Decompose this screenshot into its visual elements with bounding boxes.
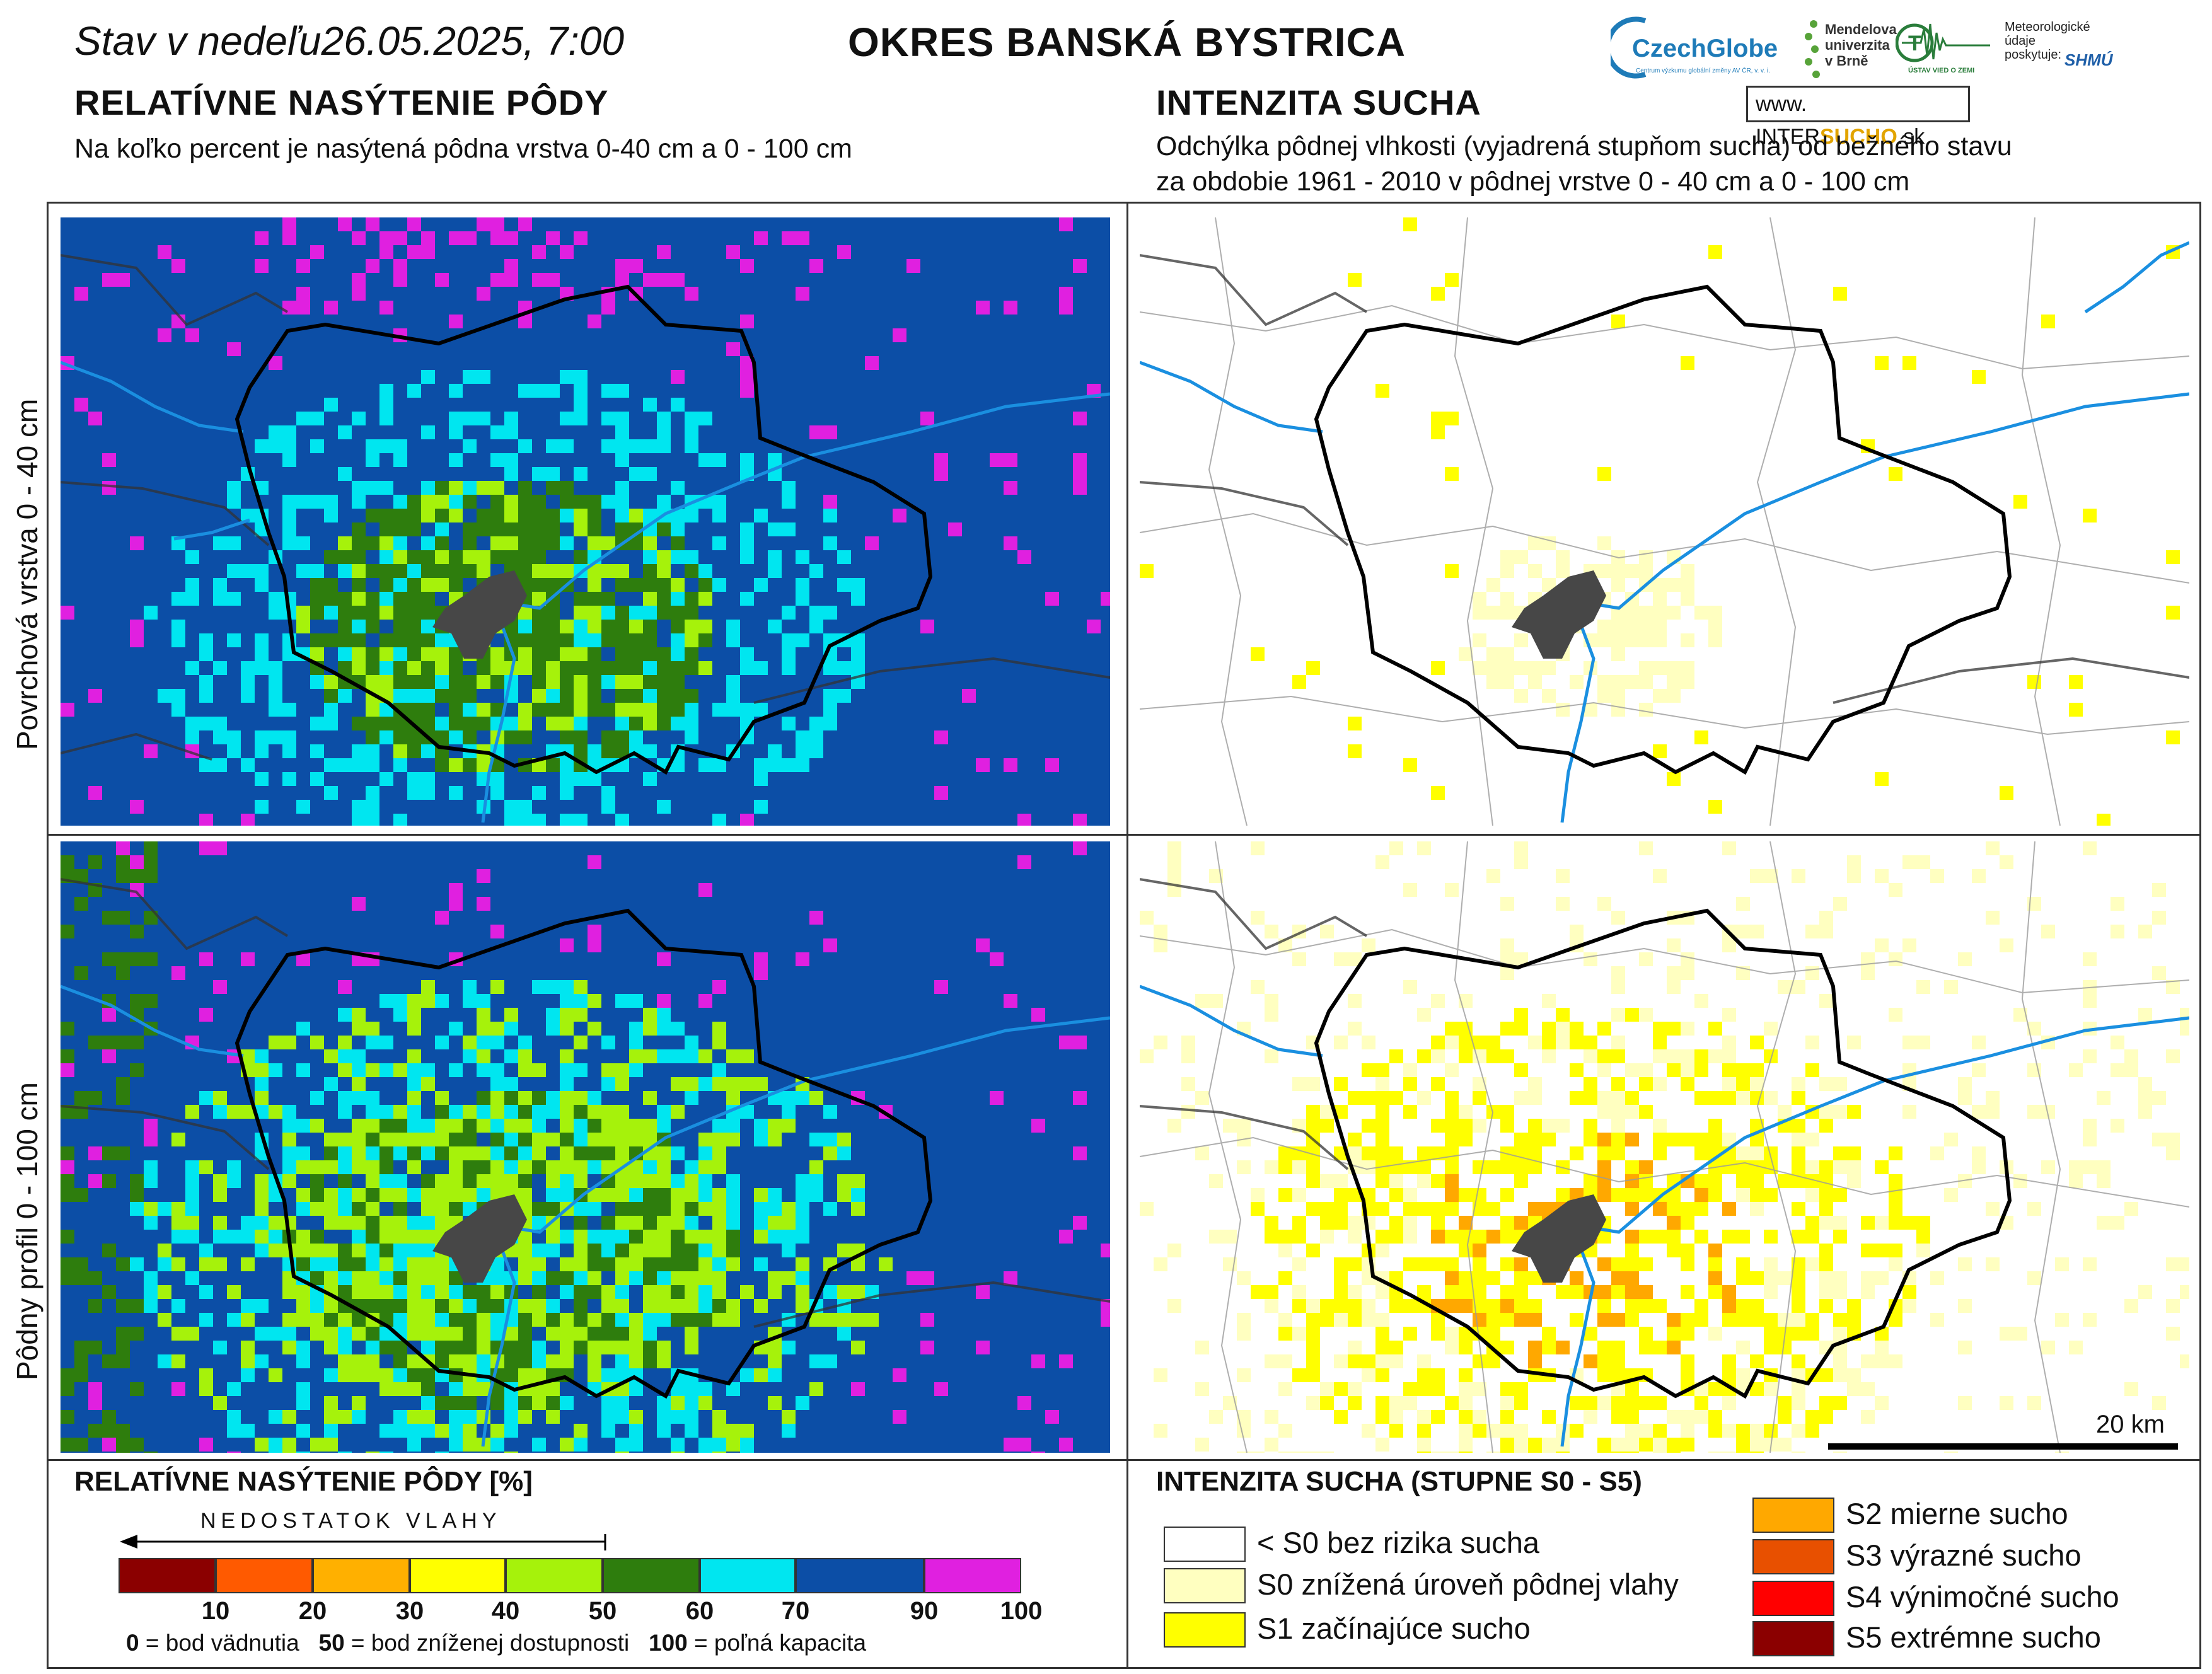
saturation-swatch-1 [216, 1558, 313, 1593]
drought-swatch-2 [1164, 1612, 1246, 1648]
uvz-logo: T ÚSTAV VIED O ZEMI [1895, 18, 1996, 87]
drought-swatch-6 [1752, 1621, 1834, 1656]
saturation-tick-20: 20 [298, 1597, 327, 1625]
drought-swatch-4 [1752, 1539, 1834, 1574]
drought-label-5: S4 výnimočné sucho [1846, 1580, 2119, 1613]
saturation-swatch-4 [506, 1558, 603, 1593]
drought-swatch-0 [1164, 1527, 1246, 1562]
meteo-provider-text: Meteorologické údaje poskytuje: [2005, 20, 2090, 62]
mendel-dots-icon [1805, 20, 1820, 78]
seismograph-icon: T [1895, 23, 1990, 62]
map-drought-profile [1140, 841, 2189, 1453]
scale-label: 20 km [2096, 1411, 2165, 1438]
drought-profile-svg [1140, 841, 2189, 1453]
saturation-tick-50: 50 [588, 1597, 617, 1625]
drought-label-0: < S0 bez rizika sucha [1257, 1526, 1540, 1559]
drought-label-4: S3 výrazné sucho [1846, 1538, 2082, 1572]
frame-divider-horizontal-2 [49, 1459, 2199, 1461]
map-grid-frame [47, 202, 2201, 1669]
left-section-subtitle: Na koľko percent je nasýtená pôdna vrstv… [74, 134, 852, 164]
drought-swatch-5 [1752, 1581, 1834, 1616]
drought-swatch-3 [1752, 1498, 1834, 1533]
row-label-top: Povrchová vrstva 0 - 40 cm [11, 398, 43, 750]
saturation-swatch-2 [313, 1558, 410, 1593]
map-saturation-topsoil [61, 217, 1110, 826]
saturation-profile-svg [61, 841, 1110, 1453]
svg-text:T: T [1908, 32, 1921, 55]
deficit-arrow-label: NEDOSTATOK VLAHY [200, 1509, 502, 1533]
right-section-subtitle-2: za obdobie 1961 - 2010 v pôdnej vrstve 0… [1156, 166, 1910, 197]
saturation-swatch-8 [924, 1558, 1021, 1593]
drought-label-1: S0 znížená úroveň pôdnej vlahy [1257, 1567, 1679, 1601]
shmu-logo: SHMÚ [2064, 50, 2113, 69]
date-heading: Stav v nedeľu26.05.2025, 7:00 [74, 18, 625, 64]
partner-logos: CzechGlobe Centrum výzkumu globální změn… [1611, 11, 2128, 149]
czechglobe-arc-icon [1611, 16, 1647, 79]
czechglobe-logo: CzechGlobe Centrum výzkumu globální změn… [1611, 14, 1790, 81]
saturation-tick-60: 60 [685, 1597, 714, 1625]
drought-label-2: S1 začínajúce sucho [1257, 1612, 1531, 1645]
drought-topsoil-svg [1140, 217, 2189, 826]
intersucho-logo: www. INTERSUCHO.sk [1746, 86, 1970, 149]
frame-divider-vertical [1126, 204, 1128, 1667]
map-saturation-profile [61, 841, 1110, 1453]
right-section-title: INTENZITA SUCHA [1156, 83, 1481, 122]
saturation-tick-90: 90 [910, 1597, 939, 1625]
right-section-subtitle-1: Odchýlka pôdnej vlhkosti (vyjadrená stup… [1156, 131, 2012, 161]
saturation-legend-title: RELATÍVNE NASÝTENIE PÔDY [%] [74, 1466, 533, 1497]
saturation-tick-10: 10 [201, 1597, 230, 1625]
mendel-logo: Mendelova univerzita v Brně [1800, 16, 1907, 92]
map-drought-topsoil [1140, 217, 2189, 826]
saturation-swatch-6 [700, 1558, 796, 1593]
drought-label-3: S2 mierne sucho [1846, 1497, 2068, 1530]
deficit-arrow-icon [120, 1534, 606, 1550]
row-label-bottom: Pôdny profil 0 - 100 cm [11, 1082, 43, 1380]
saturation-legend-footnote: 0 = bod vädnutia 50 = bod zníženej dostu… [126, 1630, 867, 1656]
saturation-swatch-3 [410, 1558, 506, 1593]
saturation-tick-70: 70 [781, 1597, 810, 1625]
saturation-swatch-0 [119, 1558, 216, 1593]
district-title: OKRES BANSKÁ BYSTRICA [848, 20, 1406, 65]
saturation-topsoil-svg [61, 217, 1110, 826]
drought-label-6: S5 extrémne sucho [1846, 1620, 2101, 1654]
saturation-swatch-7 [796, 1558, 924, 1593]
drought-legend-title: INTENZITA SUCHA (STUPNE S0 - S5) [1156, 1466, 1642, 1497]
saturation-tick-100: 100 [1000, 1597, 1043, 1625]
scale-bar [1828, 1443, 2178, 1450]
frame-divider-horizontal-1 [49, 834, 2199, 836]
drought-swatch-1 [1164, 1568, 1246, 1603]
saturation-swatch-5 [603, 1558, 700, 1593]
left-section-title: RELATÍVNE NASÝTENIE PÔDY [74, 83, 609, 122]
saturation-tick-30: 30 [395, 1597, 424, 1625]
saturation-tick-40: 40 [491, 1597, 520, 1625]
